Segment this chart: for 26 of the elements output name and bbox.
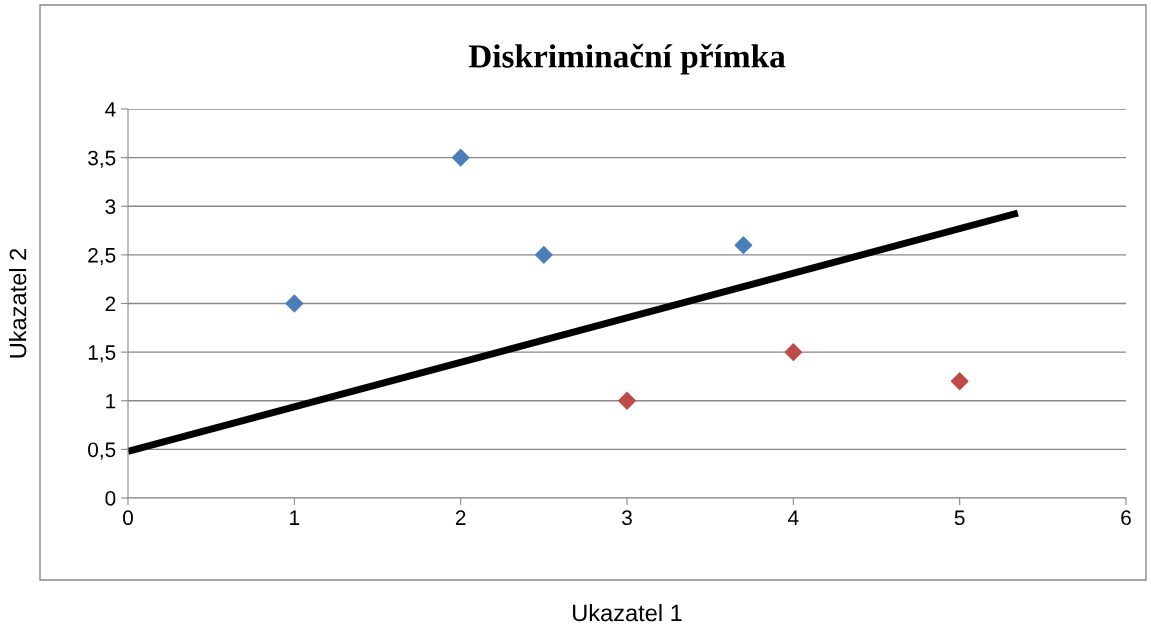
point <box>784 343 803 362</box>
point <box>618 391 636 410</box>
y-tick-label: 1,5 <box>88 345 116 363</box>
y-tick-label: 4 <box>105 102 116 117</box>
y-tick-label: 2 <box>105 296 116 312</box>
x-tick-label: 0 <box>123 510 133 526</box>
y-tick-label: 3,5 <box>88 150 116 168</box>
point <box>285 294 304 313</box>
x-tick-label: 3 <box>622 510 632 526</box>
point <box>734 236 753 255</box>
x-tick-label: 1 <box>290 510 300 525</box>
point <box>451 148 470 167</box>
point <box>534 245 553 264</box>
x-axis-title: Ukazatel 1 <box>573 603 682 622</box>
x-tick-label: 5 <box>954 510 965 526</box>
y-tick-label: 3 <box>105 199 116 214</box>
chart-title: Diskriminační přímka <box>468 43 786 75</box>
y-tick-label: 2,5 <box>88 247 116 266</box>
point <box>950 372 969 391</box>
y-axis-title: Ukazatel 2 <box>9 248 27 358</box>
x-tick-label: 4 <box>788 510 799 525</box>
x-tick-label: 2 <box>455 510 466 525</box>
y-tick-label: 1 <box>106 393 116 409</box>
y-tick-label: 0 <box>105 491 116 506</box>
y-tick-label: 0,5 <box>88 442 116 460</box>
x-tick-label: 6 <box>1121 510 1131 526</box>
